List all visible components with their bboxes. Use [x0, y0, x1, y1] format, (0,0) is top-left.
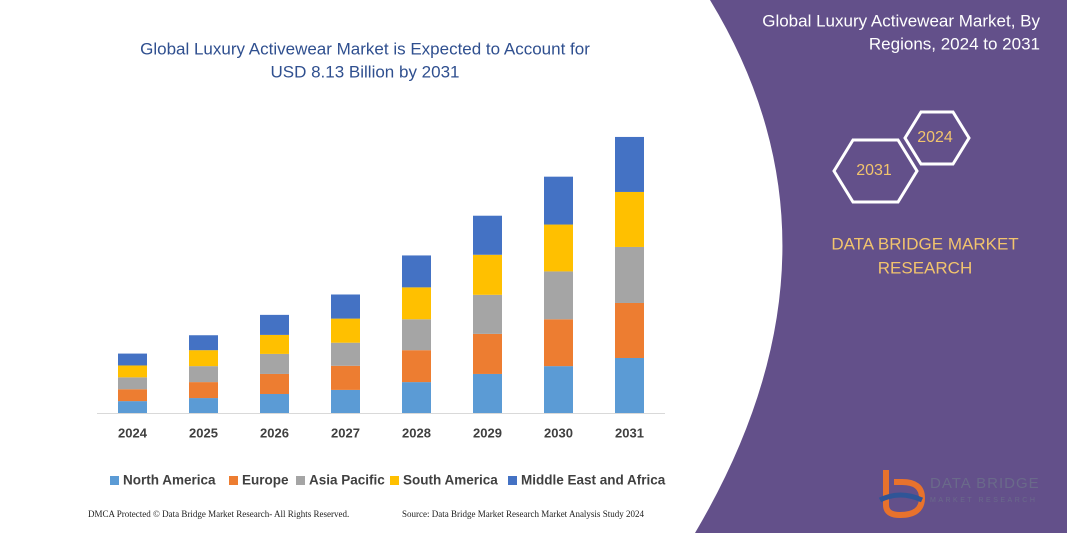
- bar-segment: [331, 342, 360, 366]
- hexagon: [832, 138, 919, 204]
- side-panel: [695, 0, 1067, 533]
- x-tick-label: 2024: [118, 425, 148, 440]
- legend-swatch: [110, 476, 119, 485]
- footer-right: Source: Data Bridge Market Research Mark…: [402, 509, 644, 519]
- x-tick-label: 2030: [544, 425, 573, 440]
- bar-segment: [473, 294, 502, 334]
- bar-segment: [615, 357, 644, 413]
- bar-segment: [331, 318, 360, 343]
- bar-segment: [260, 353, 289, 374]
- legend-swatch: [296, 476, 305, 485]
- bar-segment: [473, 215, 502, 255]
- legend-label: Europe: [242, 473, 289, 488]
- legend-label: North America: [123, 473, 216, 488]
- bar-segment: [189, 350, 218, 367]
- bar-segment: [331, 389, 360, 413]
- footer-left: DMCA Protected © Data Bridge Market Rese…: [88, 509, 349, 519]
- hexagon-label: 2024: [917, 129, 953, 146]
- bar-segment: [189, 382, 218, 399]
- bar-segment: [260, 373, 289, 394]
- legend-swatch: [390, 476, 399, 485]
- x-tick-label: 2031: [615, 425, 644, 440]
- bar-segment: [544, 176, 573, 225]
- bar-segment: [544, 366, 573, 413]
- x-tick-label: 2025: [189, 425, 218, 440]
- hexagon-label: 2031: [856, 162, 892, 179]
- legend-label: South America: [403, 473, 498, 488]
- logo-mark: [883, 470, 926, 519]
- bar-segment: [260, 393, 289, 413]
- chart-title: Global Luxury Activewear Market is Expec…: [140, 39, 590, 58]
- bar-segment: [402, 350, 431, 383]
- x-tick-label: 2028: [402, 425, 431, 440]
- bar-segment: [331, 365, 360, 390]
- x-tick-label: 2027: [331, 425, 360, 440]
- bar-segment: [118, 365, 147, 378]
- bar-segment: [402, 255, 431, 288]
- panel-heading: Global Luxury Activewear Market, By: [762, 11, 1040, 30]
- bar-segment: [473, 373, 502, 413]
- bar-segment: [473, 333, 502, 374]
- bar-segment: [189, 398, 218, 413]
- bar-segment: [118, 353, 147, 366]
- bar-segment: [615, 302, 644, 358]
- legend-label: Asia Pacific: [309, 473, 385, 488]
- bar-segment: [544, 271, 573, 320]
- hexagon: [903, 110, 971, 166]
- bar-segment: [615, 246, 644, 303]
- bar-segment: [331, 294, 360, 319]
- logo-text: DATA BRIDGE: [930, 475, 1040, 492]
- brand: RESEARCH: [878, 258, 972, 277]
- bar-segment: [402, 319, 431, 351]
- bar-segment: [544, 224, 573, 272]
- logo-mark: [878, 492, 924, 503]
- bar-segment: [402, 382, 431, 413]
- bar-segment: [118, 401, 147, 413]
- bar-segment: [544, 319, 573, 367]
- bar-segment: [189, 366, 218, 383]
- bar-segment: [118, 377, 147, 390]
- x-tick-label: 2029: [473, 425, 502, 440]
- logo-text: MARKET RESEARCH: [930, 497, 1037, 504]
- logo: DATA BRIDGE MARKET RESEARCH: [878, 470, 1040, 519]
- bar-segment: [118, 389, 147, 402]
- legend-swatch: [508, 476, 517, 485]
- bar-segment: [473, 254, 502, 295]
- chart-title: USD 8.13 Billion by 2031: [270, 62, 459, 81]
- bar-segment: [615, 191, 644, 247]
- brand: DATA BRIDGE MARKET: [831, 234, 1018, 253]
- x-tick-label: 2026: [260, 425, 289, 440]
- legend-label: Middle East and Africa: [521, 473, 666, 488]
- bar-segment: [402, 287, 431, 320]
- legend-swatch: [229, 476, 238, 485]
- panel-heading: Regions, 2024 to 2031: [869, 34, 1040, 53]
- bar-segment: [260, 334, 289, 354]
- bar-segment: [260, 314, 289, 335]
- bar-segment: [615, 136, 644, 192]
- bar-segment: [189, 335, 218, 351]
